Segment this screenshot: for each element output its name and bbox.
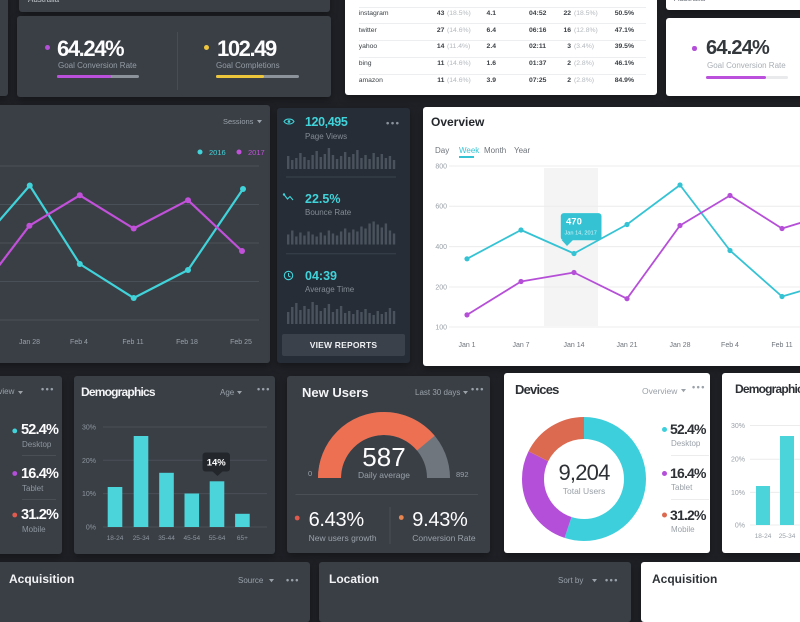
svg-text:10%: 10% — [731, 490, 745, 497]
svg-text:0%: 0% — [86, 525, 96, 532]
svg-text:Feb 11: Feb 11 — [771, 342, 792, 349]
svg-text:Jan 14, 2017: Jan 14, 2017 — [565, 231, 597, 237]
svg-text:35-44: 35-44 — [158, 535, 175, 542]
svg-text:Feb 11: Feb 11 — [122, 339, 143, 346]
svg-text:25-34: 25-34 — [779, 533, 796, 540]
svg-text:800: 800 — [435, 164, 447, 171]
svg-text:25-34: 25-34 — [133, 535, 150, 542]
svg-text:Feb 4: Feb 4 — [721, 342, 739, 349]
svg-text:100: 100 — [435, 325, 447, 332]
svg-text:20%: 20% — [82, 458, 96, 465]
svg-text:Jan 28: Jan 28 — [669, 342, 690, 349]
svg-text:14%: 14% — [207, 458, 227, 469]
svg-text:10%: 10% — [82, 491, 96, 498]
svg-text:Jan 14: Jan 14 — [563, 342, 584, 349]
svg-text:30%: 30% — [731, 423, 745, 430]
svg-text:200: 200 — [435, 285, 447, 292]
svg-text:400: 400 — [435, 244, 447, 251]
svg-text:600: 600 — [435, 204, 447, 211]
svg-text:Feb 25: Feb 25 — [230, 339, 252, 346]
svg-text:Jan 7: Jan 7 — [512, 342, 529, 349]
svg-text:Feb 18: Feb 18 — [176, 339, 198, 346]
svg-text:Jan 21: Jan 21 — [616, 342, 637, 349]
svg-text:20%: 20% — [731, 457, 745, 464]
svg-text:30%: 30% — [82, 425, 96, 432]
svg-text:0%: 0% — [735, 523, 745, 530]
svg-text:Feb 4: Feb 4 — [70, 339, 88, 346]
svg-text:2017: 2017 — [248, 148, 265, 157]
svg-text:470: 470 — [566, 217, 582, 228]
svg-text:18-24: 18-24 — [755, 533, 772, 540]
svg-text:2016: 2016 — [209, 148, 226, 157]
svg-text:65+: 65+ — [237, 535, 248, 542]
svg-text:Jan 1: Jan 1 — [458, 342, 475, 349]
svg-text:Jan 28: Jan 28 — [19, 339, 40, 346]
svg-text:45-54: 45-54 — [183, 535, 200, 542]
svg-text:55-64: 55-64 — [209, 535, 226, 542]
svg-text:18-24: 18-24 — [107, 535, 124, 542]
